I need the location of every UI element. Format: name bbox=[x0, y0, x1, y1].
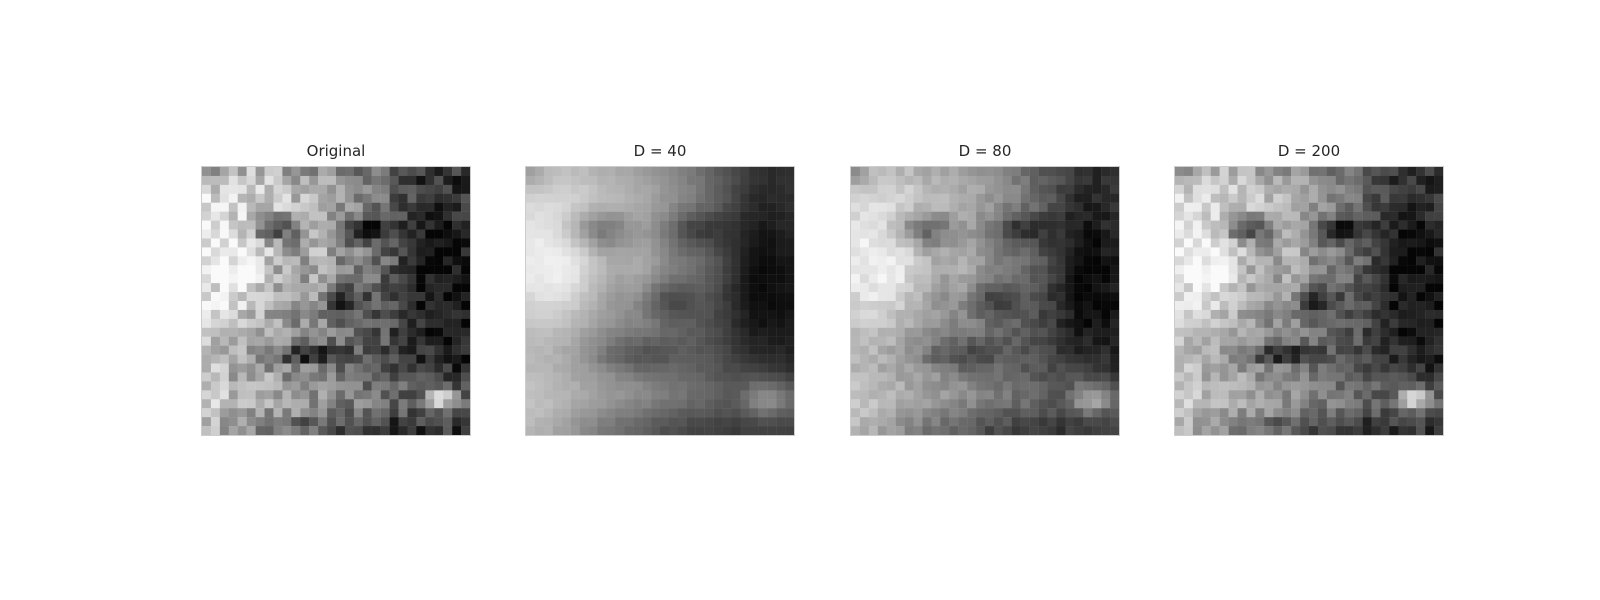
face-image-original bbox=[201, 166, 471, 436]
panel-title: D = 80 bbox=[850, 140, 1120, 166]
panel-original: Original bbox=[201, 140, 471, 436]
face-image-d200 bbox=[1174, 166, 1444, 436]
panel-d200: D = 200 bbox=[1174, 140, 1444, 436]
panel-title: D = 200 bbox=[1174, 140, 1444, 166]
face-image-d80 bbox=[850, 166, 1120, 436]
panel-d40: D = 40 bbox=[525, 140, 795, 436]
panel-title: D = 40 bbox=[525, 140, 795, 166]
panel-title: Original bbox=[201, 140, 471, 166]
face-image-d40 bbox=[525, 166, 795, 436]
panel-d80: D = 80 bbox=[850, 140, 1120, 436]
